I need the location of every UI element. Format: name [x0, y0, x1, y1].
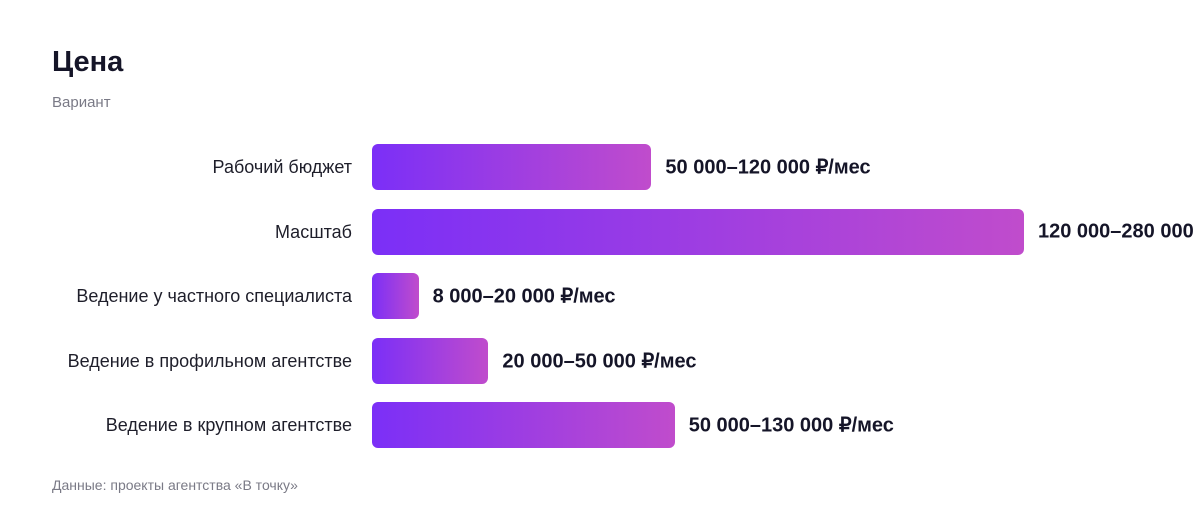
- bar-row: Ведение у частного специалиста 8 000–20 0…: [0, 273, 1200, 319]
- category-label: Ведение в крупном агентстве: [105, 415, 352, 435]
- bar-row: Рабочий бюджет 50 000–120 000 ₽/мес: [0, 144, 1200, 190]
- bar-row: Ведение в профильном агентстве 20 000–50 …: [0, 337, 1200, 384]
- bar-row: Масштаб 120 000–280 000: [0, 208, 1200, 255]
- chart-subtitle: Вариант: [52, 94, 111, 111]
- bar-row: Ведение в крупном агентстве 50 000–130 00…: [0, 402, 1200, 448]
- value-label: 50 000–130 000 ₽/мес: [688, 414, 894, 437]
- bar: [372, 273, 419, 319]
- value-label: 8 000–20 000 ₽/мес: [432, 285, 616, 308]
- bar: [372, 337, 489, 384]
- category-label: Рабочий бюджет: [212, 157, 352, 177]
- value-label: 120 000–280 000: [1038, 220, 1194, 242]
- category-label: Ведение в профильном агентстве: [67, 350, 352, 371]
- value-label: 50 000–120 000 ₽/мес: [665, 156, 871, 179]
- bar: [372, 402, 675, 448]
- category-label: Ведение у частного специалиста: [76, 286, 352, 306]
- bar: [372, 208, 1024, 255]
- value-label: 20 000–50 000 ₽/мес: [502, 350, 697, 372]
- bar: [372, 144, 652, 190]
- category-label: Масштаб: [274, 221, 352, 242]
- source-note: Данные: проекты агентства «В точку»: [52, 477, 298, 493]
- chart-title: Цена: [52, 46, 124, 78]
